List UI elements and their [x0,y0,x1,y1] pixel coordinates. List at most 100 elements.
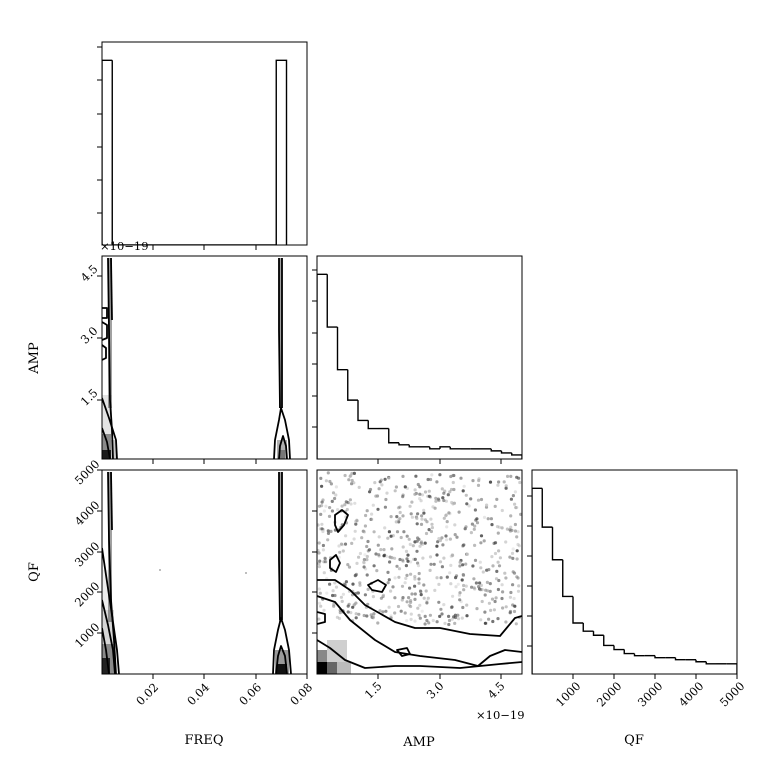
sample-point [511,547,515,551]
sample-point [509,590,513,595]
sample-point [488,589,492,594]
sample-point [495,497,499,501]
sample-point [317,565,321,569]
sample-point [320,527,324,531]
sample-point [322,608,326,612]
qf-amp-frame [316,469,523,675]
sample-point [462,588,466,592]
sample-point [413,488,417,492]
sample-point [407,603,411,607]
sample-point [365,614,369,618]
qf-xtick-label: 5000 [717,679,748,710]
sample-point [341,592,345,596]
sample-point [451,502,455,506]
sample-point [349,473,353,477]
sample-point [440,536,444,540]
sample-point [402,530,406,534]
sample-point [422,508,426,512]
sample-point [341,549,345,553]
sample-point [508,611,512,615]
sample-point [406,559,410,563]
sample-point [420,517,424,521]
sample-point [418,616,422,620]
sample-point [444,513,448,517]
sample-point [515,557,519,561]
sample-point [496,587,500,592]
sample-point [409,512,413,516]
freq-hist-bin [275,59,288,245]
sample-point [479,566,483,570]
sample-point [321,529,325,534]
sample-point [461,543,465,548]
sample-point [379,548,383,552]
sample-point [479,618,483,622]
amp-hist-bins [317,273,522,459]
sample-point [435,553,439,557]
qf-ytick-label: 1000 [72,620,103,651]
sample-point [415,516,419,521]
sample-point [377,535,381,539]
sample-point [354,573,358,577]
sample-point [516,530,520,534]
sample-point [445,575,449,579]
sample-point [393,596,397,600]
qf-freq-frame [101,469,308,675]
sample-point [321,543,325,548]
sample-point [405,534,409,538]
panel-qf-hist: 1000 2000 3000 4000 5000 QF [527,469,748,748]
panel-freq-hist: ×10−19 [97,41,308,253]
sample-point [366,539,370,544]
sample-point [386,570,390,575]
sample-point [427,489,431,493]
sample-point [465,603,469,607]
sample-point [424,531,429,536]
sample-point [419,499,423,503]
sample-point [389,614,393,618]
sample-point [383,505,387,509]
sample-point [323,557,327,561]
sample-point [414,474,418,478]
sample-point [317,551,321,555]
qf-hist-bin [695,659,707,663]
sample-point [469,497,473,501]
sample-point [497,480,501,484]
sample-point [327,514,332,519]
sample-point [441,543,445,547]
qf-xtick-label: 1000 [553,679,584,710]
sample-point [397,575,401,579]
sample-point [403,581,407,585]
sample-point [444,499,448,503]
sample-point [319,512,323,517]
sample-point [324,560,328,564]
amp-hist-ticks [312,269,502,464]
sample-point [434,499,438,503]
sample-point [363,524,367,528]
sample-point [442,603,446,607]
sample-point [405,557,409,561]
sample-point [395,515,399,519]
sample-point [479,541,483,545]
sample-point [377,487,381,491]
amp-x-axis-label: AMP [402,735,435,750]
sample-point [464,493,468,497]
sample-point [472,577,476,581]
sample-point [339,542,344,546]
sample-point [427,528,431,532]
sample-point [475,521,480,525]
sample-point [322,560,326,564]
freq-hist-yticks [97,46,102,214]
sample-point [387,476,391,480]
sample-point [317,601,322,605]
sample-point [464,562,468,566]
sample-point [372,564,376,568]
freq-hist-xticks [152,245,257,250]
sample-point [355,591,360,595]
sample-point [431,618,435,623]
sample-point [371,503,375,507]
amp-hist-bin [398,442,410,446]
sample-point [416,482,420,487]
sample-point [445,538,449,542]
qf-hist-bin [613,645,625,651]
sample-point [389,534,393,538]
sample-point [328,479,332,484]
